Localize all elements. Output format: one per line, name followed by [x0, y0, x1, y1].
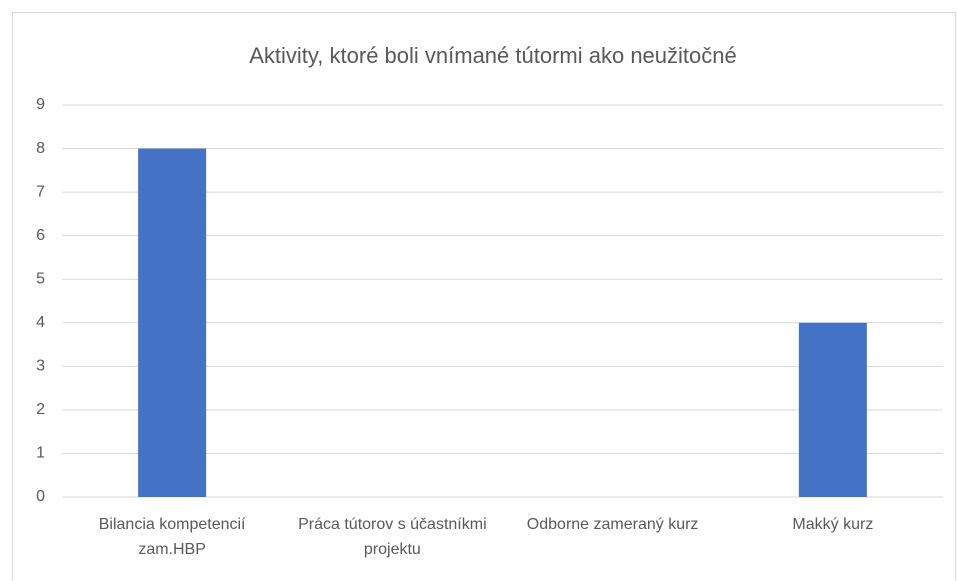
y-tick-label: 1: [36, 445, 45, 462]
y-tick-label: 9: [36, 96, 45, 113]
y-tick-label: 8: [36, 140, 45, 157]
chart-title: Aktivity, ktoré boli vnímané tútormi ako…: [249, 43, 736, 68]
y-tick-label: 4: [36, 314, 45, 331]
y-tick-label: 7: [36, 183, 45, 200]
y-tick-label: 0: [36, 488, 45, 505]
x-tick-label: Bilancia kompetencií zam.HBP: [98, 516, 246, 558]
x-tick-label: Práca tútorov s účastníkmi projektu: [298, 516, 487, 558]
y-tick-label: 6: [36, 227, 45, 244]
y-tick-label: 2: [36, 401, 45, 418]
bar: [138, 148, 207, 498]
y-tick-label: 3: [36, 358, 45, 375]
x-tick-label: Odborne zameraný kurz: [526, 516, 699, 533]
y-tick-label: 5: [36, 270, 45, 287]
bar: [798, 322, 867, 497]
x-tick-label: Makký kurz: [792, 516, 874, 533]
